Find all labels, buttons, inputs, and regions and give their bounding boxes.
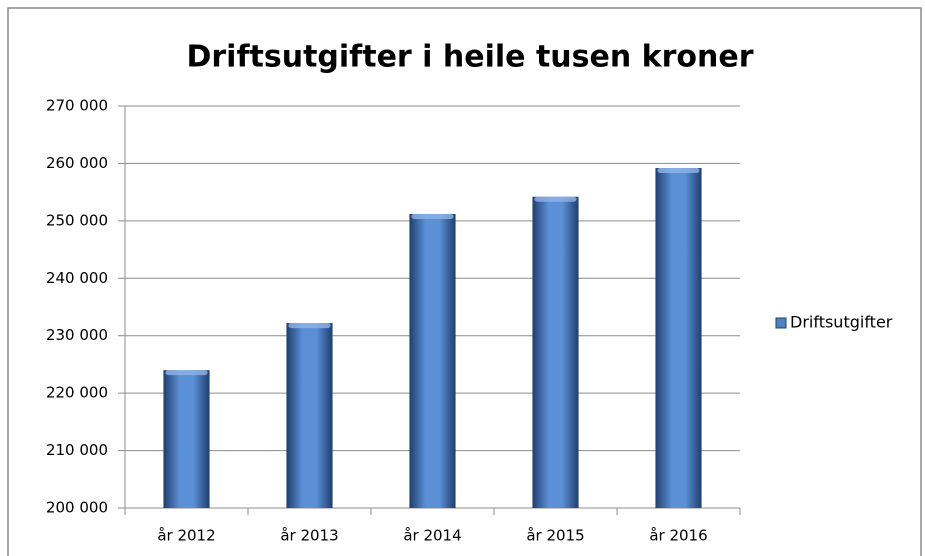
y-tick-label: 270 000: [46, 97, 108, 115]
bar: [409, 213, 456, 509]
bar: [532, 196, 579, 509]
bar-cap: [534, 196, 577, 202]
y-tick-label: 230 000: [46, 326, 108, 344]
bar-cap: [411, 213, 454, 219]
bar: [655, 168, 702, 508]
y-tick-label: 200 000: [46, 499, 108, 517]
y-tick-label: 210 000: [46, 441, 108, 459]
bar: [163, 370, 210, 508]
y-tick-label: 220 000: [46, 384, 108, 402]
y-tick-label: 240 000: [46, 269, 108, 287]
bar-cap: [165, 370, 208, 376]
y-tick-label: 250 000: [46, 211, 108, 229]
x-tick-label: år 2016: [649, 527, 707, 545]
x-tick-label: år 2015: [526, 527, 584, 545]
legend-swatch: [775, 317, 787, 329]
x-tick-label: år 2013: [280, 527, 338, 545]
legend-label: Driftsutgifter: [790, 313, 893, 332]
bar-cap: [657, 168, 700, 174]
bar: [286, 323, 333, 508]
bar-cap: [288, 323, 331, 329]
y-tick-label: 260 000: [46, 154, 108, 172]
chart-title: Driftsutgifter i heile tusen kroner: [186, 40, 753, 75]
x-tick-label: år 2012: [157, 527, 215, 545]
x-tick-label: år 2014: [403, 527, 461, 545]
chart-border: [7, 7, 922, 556]
